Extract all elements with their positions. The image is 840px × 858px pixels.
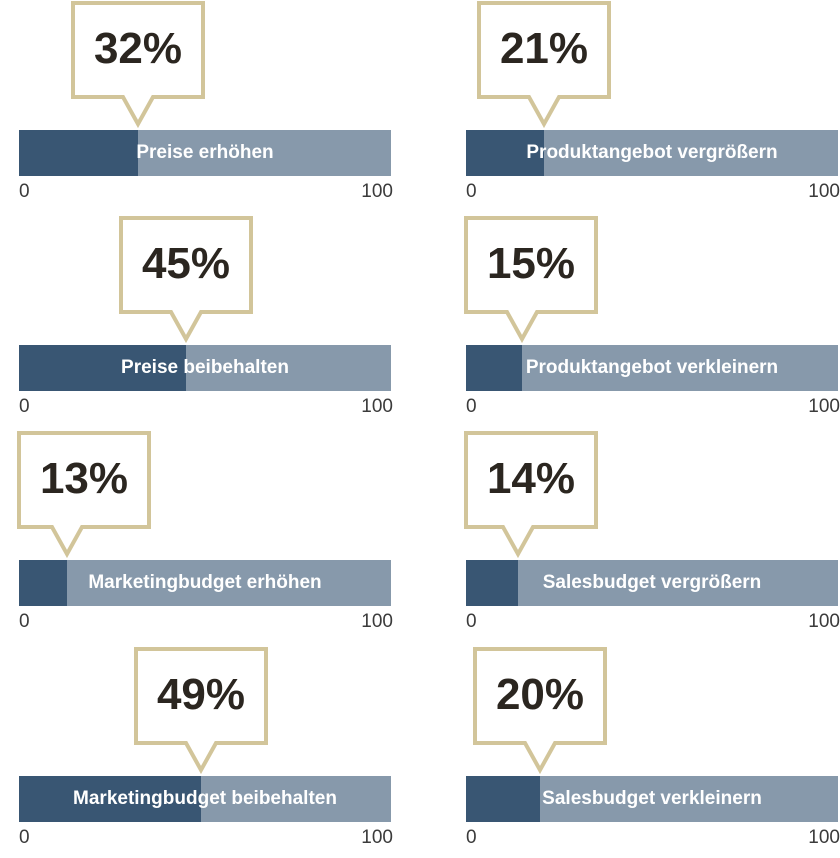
bar-track: Produktangebot verkleinern bbox=[466, 345, 838, 391]
percentage-label: 20% bbox=[495, 670, 585, 719]
bar-label: Salesbudget verkleinern bbox=[542, 788, 762, 809]
bar-fill bbox=[466, 776, 541, 822]
callout-outline bbox=[473, 647, 607, 775]
callout-outline bbox=[464, 431, 598, 559]
callout-box: 13% bbox=[17, 430, 393, 559]
bar-label: Marketingbudget erhöhen bbox=[88, 572, 322, 593]
callout-outline bbox=[134, 647, 268, 775]
axis-max-label: 100 bbox=[361, 827, 393, 848]
bar-track: Preise beibehalten bbox=[19, 345, 391, 391]
bar-label: Produktangebot verkleinern bbox=[525, 357, 779, 378]
bar-track: Preise erhöhen bbox=[19, 130, 391, 176]
axis-max-label: 100 bbox=[808, 396, 840, 417]
callout-pointer-shape bbox=[134, 647, 268, 775]
axis-max-label: 100 bbox=[808, 181, 840, 202]
percentage-label: 45% bbox=[141, 239, 231, 288]
axis-max-label: 100 bbox=[361, 611, 393, 632]
callout-outline bbox=[71, 1, 205, 129]
bar-item: 21% Produktangebot vergrößern 0 100 bbox=[466, 0, 840, 212]
bar-track: Marketingbudget beibehalten bbox=[19, 776, 391, 822]
axis-min-label: 0 bbox=[466, 611, 477, 632]
axis-min-label: 0 bbox=[19, 181, 30, 202]
bar-fill bbox=[466, 560, 519, 606]
callout-pointer-shape bbox=[17, 431, 151, 559]
bar-label: Preise beibehalten bbox=[121, 357, 289, 378]
bar-track: Salesbudget verkleinern bbox=[466, 776, 838, 822]
bar-item: 45% Preise beibehalten 0 100 bbox=[19, 215, 393, 427]
callout-box: 14% bbox=[464, 430, 840, 559]
bar-item: 20% Salesbudget verkleinern 0 100 bbox=[466, 646, 840, 858]
callout-pointer-shape bbox=[464, 216, 598, 344]
bar-fill bbox=[466, 130, 545, 176]
axis-max-label: 100 bbox=[361, 181, 393, 202]
percentage-label: 13% bbox=[39, 454, 129, 503]
callout-pointer-shape bbox=[71, 1, 205, 129]
callout-pointer-shape bbox=[464, 431, 598, 559]
percentage-label: 21% bbox=[499, 24, 589, 73]
percentage-label: 49% bbox=[156, 670, 246, 719]
bar-fill bbox=[19, 345, 187, 391]
bar-item: 14% Salesbudget vergrößern 0 100 bbox=[464, 430, 840, 642]
callout-outline bbox=[477, 1, 611, 129]
bar-fill bbox=[466, 345, 522, 391]
bar-label: Preise erhöhen bbox=[136, 142, 274, 163]
callout-pointer-shape bbox=[477, 1, 611, 129]
bar-label: Salesbudget vergrößern bbox=[542, 572, 762, 593]
bar-fill bbox=[19, 130, 139, 176]
axis-min-label: 0 bbox=[19, 396, 30, 417]
axis-min-label: 0 bbox=[466, 827, 477, 848]
percentage-label: 32% bbox=[93, 24, 183, 73]
axis-max-label: 100 bbox=[808, 611, 840, 632]
bar-fill bbox=[19, 560, 68, 606]
callout-pointer-shape bbox=[473, 647, 607, 775]
callout-box: 49% bbox=[19, 646, 393, 775]
percentage-label: 14% bbox=[486, 454, 576, 503]
bar-fill bbox=[19, 776, 202, 822]
axis-max-label: 100 bbox=[808, 827, 840, 848]
callout-box: 21% bbox=[466, 0, 840, 129]
bar-item: 49% Marketingbudget beibehalten 0 100 bbox=[19, 646, 393, 858]
callout-pointer-shape bbox=[119, 216, 253, 344]
callout-box: 32% bbox=[19, 0, 393, 129]
callout-outline bbox=[17, 431, 151, 559]
bar-item: 15% Produktangebot verkleinern 0 100 bbox=[464, 215, 840, 427]
percentage-label: 15% bbox=[486, 239, 576, 288]
bar-item: 13% Marketingbudget erhöhen 0 100 bbox=[17, 430, 393, 642]
callout-outline bbox=[119, 216, 253, 344]
axis-min-label: 0 bbox=[19, 827, 30, 848]
callout-box: 15% bbox=[464, 215, 840, 344]
bar-label: Produktangebot vergrößern bbox=[526, 142, 778, 163]
axis-min-label: 0 bbox=[466, 396, 477, 417]
bar-track: Produktangebot vergrößern bbox=[466, 130, 838, 176]
callout-box: 20% bbox=[466, 646, 840, 775]
bar-track: Marketingbudget erhöhen bbox=[19, 560, 391, 606]
axis-min-label: 0 bbox=[466, 181, 477, 202]
bar-track: Salesbudget vergrößern bbox=[466, 560, 838, 606]
bar-label: Marketingbudget beibehalten bbox=[73, 788, 337, 809]
bar-item: 32% Preise erhöhen 0 100 bbox=[19, 0, 393, 212]
callout-box: 45% bbox=[19, 215, 393, 344]
axis-max-label: 100 bbox=[361, 396, 393, 417]
callout-outline bbox=[464, 216, 598, 344]
axis-min-label: 0 bbox=[19, 611, 30, 632]
